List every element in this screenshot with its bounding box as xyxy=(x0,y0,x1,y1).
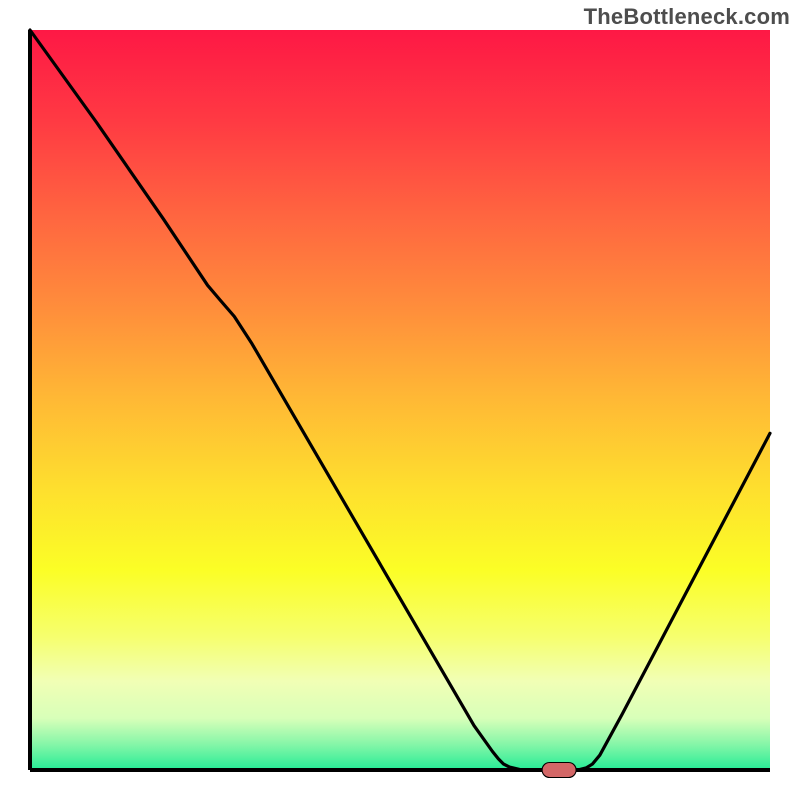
plot-svg xyxy=(0,0,800,800)
plot-background xyxy=(30,30,770,770)
chart-canvas: TheBottleneck.com xyxy=(0,0,800,800)
optimum-marker xyxy=(542,763,576,778)
